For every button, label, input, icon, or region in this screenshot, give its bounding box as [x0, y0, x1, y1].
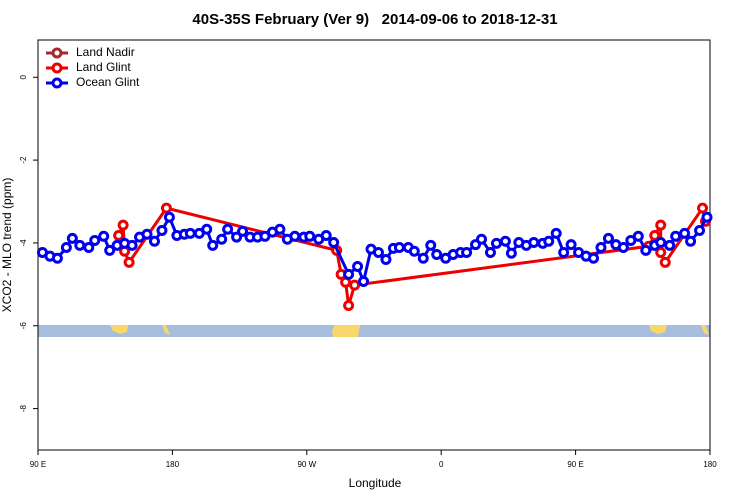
- data-point: [163, 211, 175, 223]
- data-point: [697, 202, 709, 214]
- x-tick-label: 0: [439, 460, 444, 469]
- data-point: [640, 244, 652, 256]
- data-point: [216, 233, 228, 245]
- data-point: [655, 219, 667, 231]
- data-point: [117, 219, 129, 231]
- x-tick-label: 90 E: [30, 460, 46, 469]
- series-line: [117, 204, 707, 306]
- data-point: [113, 229, 125, 241]
- data-point: [417, 252, 429, 264]
- data-point: [484, 246, 496, 258]
- legend-label: Land Glint: [76, 60, 131, 74]
- data-point: [659, 256, 671, 268]
- data-point: [602, 232, 614, 244]
- data-point: [352, 261, 364, 273]
- data-point: [565, 239, 577, 251]
- data-point: [66, 232, 78, 244]
- data-point: [679, 227, 691, 239]
- data-point: [343, 299, 355, 311]
- legend-marker: [51, 62, 63, 74]
- data-point: [51, 252, 63, 264]
- data-point: [431, 249, 443, 261]
- data-point: [490, 237, 502, 249]
- y-tick-label: -4: [19, 239, 28, 247]
- data-point: [184, 227, 196, 239]
- data-point: [304, 230, 316, 242]
- data-point: [461, 246, 473, 258]
- data-point: [655, 246, 667, 258]
- data-point: [380, 253, 392, 265]
- y-tick-label: -2: [19, 156, 28, 164]
- data-point: [104, 244, 116, 256]
- data-point: [543, 235, 555, 247]
- data-point: [60, 241, 72, 253]
- y-axis-label: XCO2 - MLO trend (ppm): [0, 178, 14, 313]
- chart-title: 40S-35S February (Ver 9) 2014-09-06 to 2…: [192, 11, 557, 28]
- data-point: [595, 241, 607, 253]
- data-point: [126, 239, 138, 251]
- data-point: [476, 233, 488, 245]
- data-point: [201, 223, 213, 235]
- legend-label: Ocean Glint: [76, 75, 140, 89]
- legend-marker: [51, 47, 63, 59]
- x-tick-label: 90 W: [297, 460, 316, 469]
- data-point: [156, 225, 168, 237]
- data-point: [141, 228, 153, 240]
- y-tick-label: -8: [19, 404, 28, 412]
- map-strip: [38, 325, 710, 337]
- data-point: [328, 237, 340, 249]
- data-point: [74, 239, 86, 251]
- data-point: [649, 229, 661, 241]
- data-point: [222, 223, 234, 235]
- data-point: [207, 239, 219, 251]
- data-point: [588, 252, 600, 264]
- data-point: [372, 246, 384, 258]
- data-point: [123, 256, 135, 268]
- data-point: [425, 239, 437, 251]
- x-tick-label: 180: [166, 460, 180, 469]
- data-point: [558, 246, 570, 258]
- data-point: [632, 230, 644, 242]
- data-point: [617, 241, 629, 253]
- data-point: [701, 211, 713, 223]
- data-point: [320, 229, 332, 241]
- data-point: [148, 235, 160, 247]
- data-point: [499, 235, 511, 247]
- data-point: [528, 237, 540, 249]
- data-point: [83, 241, 95, 253]
- data-point: [505, 247, 517, 259]
- data-point: [358, 275, 370, 287]
- data-point: [237, 225, 249, 237]
- y-tick-label: -6: [19, 322, 28, 330]
- data-point: [664, 239, 676, 251]
- legend-marker: [51, 77, 63, 89]
- data-point: [289, 230, 301, 242]
- data-point: [670, 230, 682, 242]
- data-point: [160, 202, 172, 214]
- data-point: [694, 225, 706, 237]
- x-tick-label: 180: [703, 460, 717, 469]
- data-point: [98, 230, 110, 242]
- x-tick-label: 90 E: [567, 460, 583, 469]
- data-point: [89, 234, 101, 246]
- data-point: [408, 245, 420, 257]
- plot-frame: [37, 39, 711, 451]
- y-tick-label: 0: [19, 74, 28, 79]
- legend-label: Land Nadir: [76, 45, 135, 59]
- data-point: [685, 235, 697, 247]
- data-point: [274, 223, 286, 235]
- data-point: [343, 268, 355, 280]
- x-axis-label: Longitude: [349, 476, 402, 490]
- data-point: [393, 241, 405, 253]
- data-point: [655, 237, 667, 249]
- data-point: [550, 227, 562, 239]
- data-point: [349, 279, 361, 291]
